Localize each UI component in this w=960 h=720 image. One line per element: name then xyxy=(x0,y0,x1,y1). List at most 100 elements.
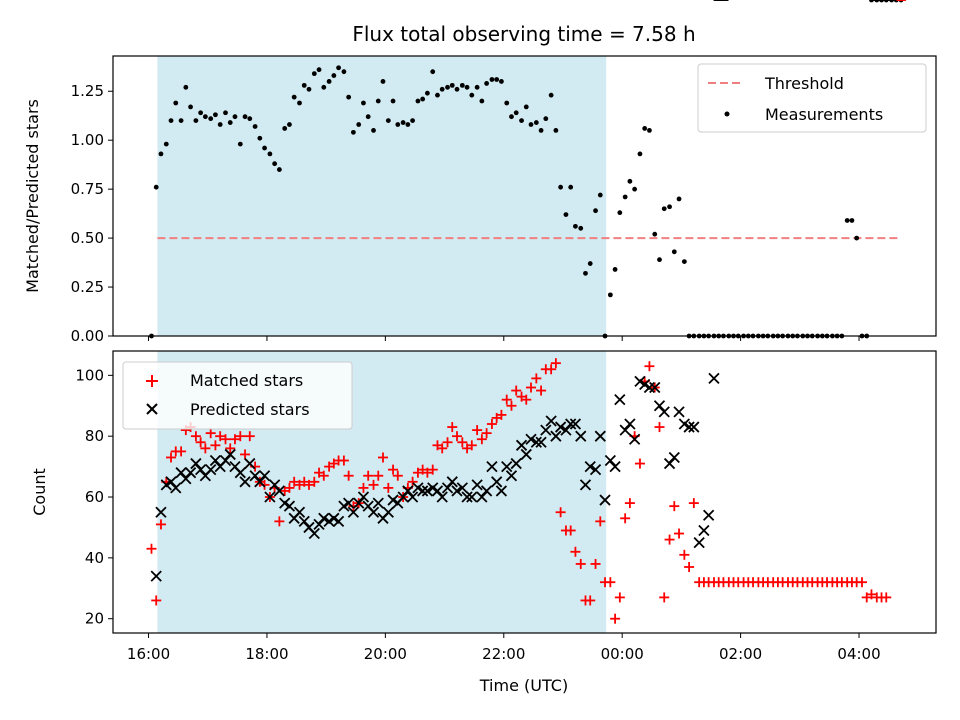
predicted-star-stroke-b xyxy=(461,491,473,503)
x-tick-label: 22:00 xyxy=(482,645,525,663)
measurement-point xyxy=(563,212,569,218)
predicted-star-stroke-b xyxy=(175,467,187,479)
legend-predicted-label: Predicted stars xyxy=(190,400,310,419)
predicted-star-point xyxy=(643,381,656,394)
predicted-star-stroke-b xyxy=(155,506,167,518)
bottom-y-tick-label: 20 xyxy=(85,610,104,628)
predicted-star-stroke-b xyxy=(491,476,503,488)
measurement-point xyxy=(202,114,208,120)
matched-star-point xyxy=(442,437,453,448)
predicted-star-stroke-b xyxy=(421,485,434,497)
measurement-point xyxy=(642,126,648,131)
predicted-star-stroke-b xyxy=(584,460,596,473)
x-tick-label: 18:00 xyxy=(245,645,288,663)
predicted-star-stroke-b xyxy=(184,467,197,479)
predicted-star-point xyxy=(688,421,700,433)
predicted-star-point xyxy=(264,491,276,503)
predicted-star-stroke-b xyxy=(486,460,498,473)
predicted-star-point xyxy=(698,524,710,537)
measurement-point xyxy=(469,92,475,98)
predicted-star-point xyxy=(249,470,261,482)
predicted-star-stroke-b xyxy=(501,460,513,473)
matched-star-point xyxy=(521,394,532,405)
measurement-point xyxy=(326,79,332,84)
measurement-point xyxy=(553,128,559,133)
matched-star-point xyxy=(550,358,561,369)
measurement-point xyxy=(849,218,855,223)
matched-star-point xyxy=(595,516,606,527)
predicted-star-point xyxy=(417,485,429,497)
predicted-star-stroke-b xyxy=(643,381,656,394)
predicted-star-point xyxy=(569,418,582,430)
top-y-axis-label: Matched/Predicted stars xyxy=(23,99,42,293)
matched-star-point xyxy=(200,443,211,454)
measurement-point xyxy=(632,186,638,192)
matched-star-point xyxy=(506,400,517,411)
top-plot-frame xyxy=(112,55,937,337)
predicted-star-point xyxy=(170,482,182,494)
x-tick-label: 00:00 xyxy=(601,645,644,663)
legend-measurements-label: Measurements xyxy=(765,105,883,124)
predicted-star-point xyxy=(219,454,232,467)
measurement-point xyxy=(568,184,574,190)
predicted-star-point xyxy=(421,485,434,497)
predicted-star-point xyxy=(269,479,281,491)
predicted-star-stroke-b xyxy=(441,482,454,494)
measurement-point xyxy=(272,161,278,167)
matched-star-point xyxy=(205,428,216,439)
predicted-star-point xyxy=(372,497,384,509)
matched-star-point xyxy=(225,443,236,454)
measurement-point xyxy=(676,196,682,202)
predicted-star-point xyxy=(308,527,320,540)
matched-star-point xyxy=(176,446,187,457)
predicted-star-point xyxy=(584,460,596,473)
predicted-star-point xyxy=(535,436,547,448)
measurement-point xyxy=(316,67,322,73)
matched-star-point xyxy=(511,385,522,396)
predicted-star-point xyxy=(313,518,325,531)
predicted-star-point xyxy=(180,473,192,485)
predicted-star-stroke-b xyxy=(170,482,182,494)
legend-matched-label: Matched stars xyxy=(190,371,303,390)
predicted-star-stroke-b xyxy=(451,485,463,497)
bottom-panel: 20 40 60 80 100 16:00 18:00 20:00 22:00 00:00 02:… xyxy=(30,0,937,695)
matched-star-point xyxy=(457,437,468,448)
predicted-star-point xyxy=(283,500,296,512)
measurement-point xyxy=(380,79,386,84)
measurement-point xyxy=(223,110,228,116)
matched-star-point xyxy=(481,428,492,439)
predicted-star-point xyxy=(703,509,715,521)
predicted-star-stroke-b xyxy=(353,497,365,509)
predicted-star-point xyxy=(520,448,532,461)
predicted-star-stroke-b xyxy=(510,457,522,470)
measurement-point xyxy=(361,100,366,106)
predicted-star-point xyxy=(244,457,256,470)
predicted-star-stroke-b xyxy=(332,515,345,527)
matched-star-point xyxy=(688,498,699,509)
predicted-star-stroke-b xyxy=(343,497,355,509)
predicted-star-point xyxy=(461,491,473,503)
matched-star-point xyxy=(383,482,394,493)
matched-star-point xyxy=(240,449,251,460)
measurement-point xyxy=(217,122,223,127)
top-y-tick-label: 1.00 xyxy=(71,131,104,149)
predicted-star-point xyxy=(357,491,370,503)
predicted-star-stroke-b xyxy=(347,506,360,518)
top-y-tick-label: 0.50 xyxy=(71,229,104,247)
predicted-star-point xyxy=(565,418,577,430)
matched-star-point xyxy=(679,549,690,560)
predicted-star-stroke-b xyxy=(639,378,651,391)
measurement-point xyxy=(410,118,415,124)
predicted-star-point xyxy=(515,439,528,451)
x-tick-label: 02:00 xyxy=(719,645,762,663)
predicted-star-point xyxy=(668,451,680,464)
matched-star-point xyxy=(244,431,255,442)
measurement-point xyxy=(168,118,174,124)
predicted-star-point xyxy=(397,491,409,503)
measurement-point xyxy=(464,84,470,90)
matched-star-point xyxy=(368,479,379,490)
predicted-star-point xyxy=(589,464,602,476)
measurement-point xyxy=(578,225,584,231)
predicted-star-point xyxy=(155,506,167,518)
